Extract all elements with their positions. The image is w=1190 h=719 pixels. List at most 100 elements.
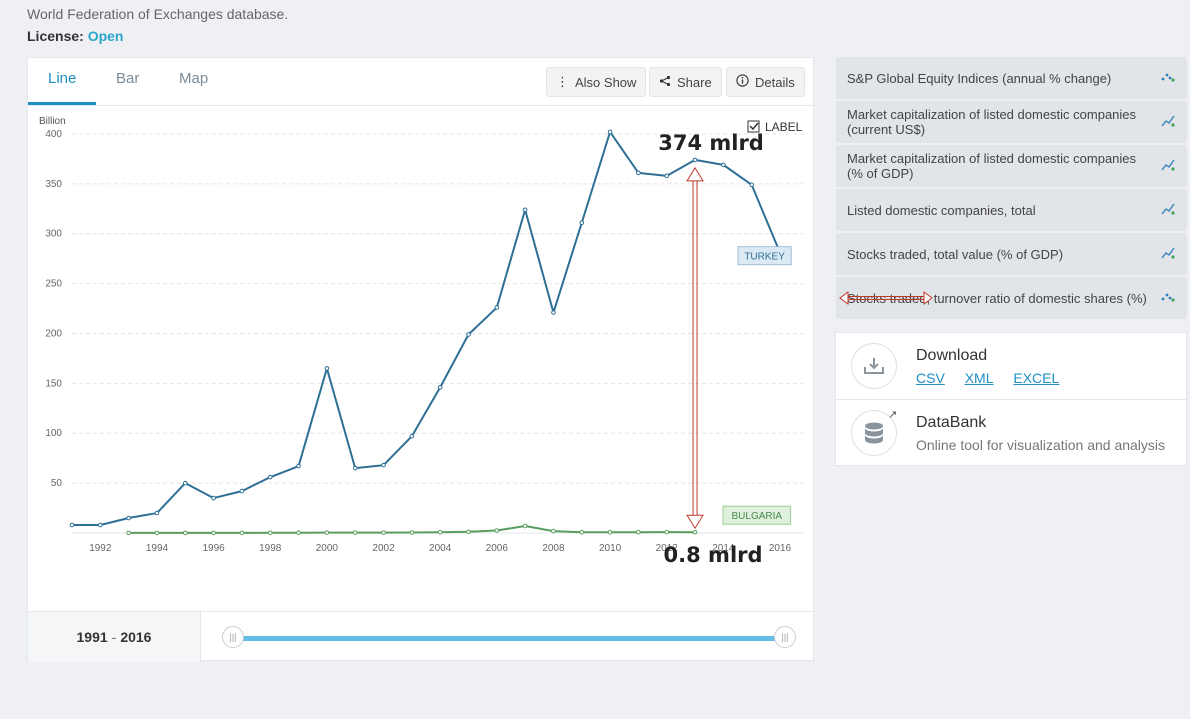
series-line-turkey — [72, 130, 781, 527]
data-point[interactable] — [579, 220, 585, 226]
data-point[interactable] — [381, 462, 386, 468]
data-point[interactable] — [522, 207, 528, 213]
data-point[interactable] — [692, 529, 698, 535]
x-tick-label: 2014 — [712, 543, 735, 554]
data-point[interactable] — [409, 530, 415, 535]
details-button[interactable]: Details — [726, 67, 805, 97]
series-label: BULGARIA — [732, 511, 783, 522]
year-range-label: 1991 - 2016 — [28, 612, 201, 662]
series-label-box — [737, 246, 792, 266]
label-toggle-text: LABEL — [765, 120, 803, 134]
line-mini-icon — [1161, 159, 1175, 175]
tab-map[interactable]: Map — [179, 70, 209, 87]
download-icon — [851, 343, 897, 389]
data-point[interactable] — [211, 495, 216, 501]
data-point[interactable] — [296, 463, 301, 469]
label-toggle[interactable]: LABEL — [747, 120, 803, 134]
license-value-link[interactable]: Open — [87, 28, 124, 44]
range-start: 1991 — [76, 629, 108, 645]
data-point[interactable] — [664, 529, 670, 535]
data-point[interactable] — [494, 528, 500, 533]
data-point[interactable] — [466, 332, 471, 337]
data-point[interactable] — [324, 530, 330, 535]
related-indicator-item[interactable]: Stocks traded, turnover ratio of domesti… — [836, 277, 1187, 319]
checkmark-icon — [749, 122, 759, 131]
related-indicator-item[interactable]: Market capitalization of listed domestic… — [836, 101, 1187, 143]
data-point[interactable] — [296, 530, 301, 536]
data-point[interactable] — [126, 515, 131, 521]
data-point[interactable] — [551, 310, 556, 315]
tab-bar[interactable]: Bar — [116, 70, 140, 87]
range-slider-end-handle[interactable]: ||| — [774, 626, 796, 648]
databank-row[interactable]: ↗ DataBank Online tool for visualization… — [836, 400, 1186, 466]
data-point[interactable] — [409, 433, 415, 439]
download-excel-link[interactable]: EXCEL — [1013, 370, 1060, 386]
data-point[interactable] — [182, 530, 188, 536]
data-point[interactable] — [579, 529, 585, 535]
data-point[interactable] — [381, 530, 386, 535]
download-csv-link[interactable]: CSV — [916, 370, 945, 386]
data-point[interactable] — [267, 530, 273, 536]
databank-subtitle: Online tool for visualization and analys… — [916, 437, 1166, 453]
details-label: Details — [755, 74, 795, 90]
x-tick-label: 2010 — [599, 543, 622, 554]
x-tick-label: 2004 — [429, 543, 452, 554]
related-indicator-item[interactable]: Stocks traded, total value (% of GDP) — [836, 233, 1187, 275]
download-xml-link[interactable]: XML — [964, 370, 994, 386]
data-point[interactable] — [98, 522, 103, 528]
related-indicator-label: Stocks traded, total value (% of GDP) — [847, 246, 1064, 262]
data-point[interactable] — [182, 480, 188, 486]
tab-line[interactable]: Line — [48, 70, 77, 87]
data-point[interactable] — [154, 510, 160, 516]
external-link-icon: ↗ — [888, 409, 898, 421]
chart-card: Line Bar Map ⋮ Also Show Share Details B… — [27, 57, 814, 662]
data-point[interactable] — [636, 170, 641, 176]
data-point[interactable] — [437, 529, 443, 535]
data-point[interactable] — [211, 530, 216, 536]
data-point[interactable] — [607, 129, 613, 135]
data-point[interactable] — [437, 385, 443, 390]
data-point[interactable] — [664, 173, 670, 179]
related-indicator-item[interactable]: Listed domestic companies, total — [836, 189, 1187, 231]
more-vertical-icon: ⋮ — [556, 74, 569, 89]
share-button[interactable]: Share — [649, 67, 722, 97]
related-indicator-label: S&P Global Equity Indices (annual % chan… — [847, 70, 1112, 86]
share-icon — [659, 75, 671, 90]
related-indicators-list: S&P Global Equity Indices (annual % chan… — [836, 57, 1187, 321]
data-point[interactable] — [494, 305, 500, 310]
data-point[interactable] — [324, 366, 330, 371]
data-point[interactable] — [466, 529, 471, 535]
license-line: License: Open — [27, 28, 123, 44]
also-show-button[interactable]: ⋮ Also Show — [546, 67, 647, 97]
database-icon — [851, 410, 897, 456]
label-checkbox[interactable] — [747, 120, 760, 133]
related-indicator-item[interactable]: S&P Global Equity Indices (annual % chan… — [836, 57, 1187, 99]
line-mini-icon — [1161, 115, 1175, 131]
range-slider-track[interactable] — [233, 636, 785, 641]
y-tick-label: 50 — [51, 478, 63, 489]
data-point[interactable] — [551, 528, 556, 534]
data-point[interactable] — [126, 530, 131, 536]
data-point[interactable] — [607, 530, 613, 535]
data-point[interactable] — [352, 530, 358, 535]
y-tick-label: 150 — [45, 378, 62, 389]
related-indicator-item[interactable]: Market capitalization of listed domestic… — [836, 145, 1187, 187]
data-point[interactable] — [636, 529, 641, 535]
data-point[interactable] — [239, 530, 245, 536]
download-links: CSV XML EXCEL — [916, 370, 1075, 386]
line-mini-icon — [1161, 247, 1175, 263]
data-point[interactable] — [749, 182, 754, 188]
data-point[interactable] — [154, 530, 160, 536]
data-point[interactable] — [352, 465, 358, 471]
data-point[interactable] — [239, 488, 245, 494]
data-point[interactable] — [267, 474, 273, 480]
info-icon — [736, 74, 749, 90]
related-indicator-label: Listed domestic companies, total — [847, 202, 1036, 218]
data-point[interactable] — [522, 523, 528, 529]
x-tick-label: 2012 — [656, 543, 679, 554]
range-slider-start-handle[interactable]: ||| — [222, 626, 244, 648]
data-point[interactable] — [69, 522, 75, 528]
data-point[interactable] — [721, 162, 726, 168]
download-row: Download CSV XML EXCEL — [836, 333, 1186, 400]
data-point[interactable] — [692, 157, 698, 163]
